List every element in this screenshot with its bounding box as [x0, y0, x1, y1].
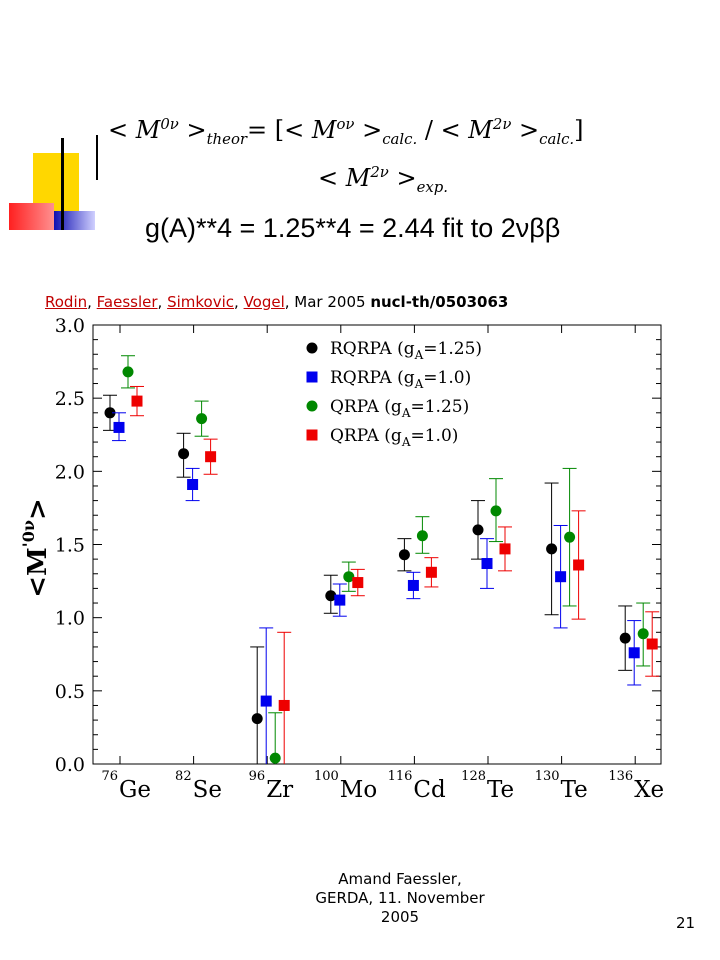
legend-label: RQRPA (gA=1.25) [330, 339, 482, 362]
data-point [187, 479, 199, 491]
data-point [278, 699, 290, 711]
series-layer [103, 355, 660, 764]
page-number: 21 [676, 914, 696, 932]
legend: RQRPA (gA=1.25) RQRPA (gA=1.0) QRPA (gA=1.… [306, 339, 482, 449]
data-point [416, 530, 428, 542]
x-tick-element: Mo [340, 777, 377, 803]
footer-credit: Amand Faessler, GERDA, 11. November 2005 [300, 870, 500, 927]
data-point [407, 579, 419, 591]
author-link-vogel[interactable]: Vogel [243, 293, 285, 311]
data-point [564, 531, 576, 543]
legend-marker [306, 342, 318, 354]
data-point [628, 647, 640, 659]
series-3 [130, 385, 660, 764]
x-tick-mass: 130 [535, 769, 560, 784]
data-point [490, 505, 502, 517]
y-tick-label: 1.5 [55, 535, 85, 557]
x-tick-element: Te [487, 777, 514, 803]
y-axis-label: <M'0ν> [19, 498, 53, 598]
deco-blue-bar [54, 211, 95, 230]
x-tick-mass: 128 [461, 769, 486, 784]
footer-line-2: GERDA, 11. November [315, 889, 485, 907]
x-tick-element: Zr [266, 777, 293, 803]
legend-label: QRPA (gA=1.0) [330, 426, 458, 449]
data-point [398, 549, 410, 561]
ga-fit-text: g(A)**4 = 1.25**4 = 2.44 fit to 2νββ [145, 213, 561, 243]
x-tick-mass: 76 [101, 769, 118, 784]
author-link-rodin[interactable]: Rodin [45, 293, 88, 311]
formula-line-2: < M2ν >exp. [318, 163, 449, 196]
citation-ref: nucl-th/0503063 [370, 293, 509, 311]
x-tick-element: Se [193, 777, 222, 803]
data-point [637, 628, 649, 640]
data-point [113, 421, 125, 433]
data-point [260, 695, 272, 707]
legend-marker [306, 400, 318, 412]
y-tick-label: 0.0 [55, 754, 85, 776]
y-tick-label: 1.0 [55, 608, 85, 630]
data-point [555, 571, 567, 583]
x-tick-element: Xe [634, 777, 664, 803]
author-citation: Rodin, Faessler, Simkovic, Vogel, Mar 20… [45, 293, 509, 311]
footer-line-3: 2005 [380, 908, 420, 926]
data-point [178, 448, 190, 460]
legend-marker [306, 371, 318, 383]
data-point [325, 590, 337, 602]
deco-vertical-line [61, 138, 64, 230]
data-point [646, 638, 658, 650]
data-point [499, 543, 511, 555]
series-2 [121, 355, 651, 764]
data-point [251, 713, 263, 725]
data-point [352, 577, 364, 589]
data-point [205, 451, 217, 463]
legend-label: RQRPA (gA=1.0) [330, 368, 471, 391]
footer-line-1: Amand Faessler, [338, 870, 462, 888]
citation-date: , Mar 2005 [284, 293, 371, 311]
data-point [546, 543, 558, 555]
data-point [343, 571, 355, 583]
y-tick-label: 0.5 [55, 681, 85, 703]
y-tick-label: 2.0 [55, 461, 85, 483]
x-tick-element: Te [561, 777, 588, 803]
legend-label: QRPA (gA=1.25) [330, 397, 469, 420]
data-point [131, 395, 143, 407]
data-point [334, 594, 346, 606]
x-tick-element: Ge [119, 777, 151, 803]
deco-vertical-line-right [96, 135, 98, 180]
y-tick-label: 3.0 [55, 315, 85, 337]
x-tick-element: Cd [413, 777, 446, 803]
data-point [481, 558, 493, 570]
y-axis: 0.0 0.5 1.0 1.5 2.0 2.5 3.0 [55, 315, 661, 776]
author-link-simkovic[interactable]: Simkovic [167, 293, 235, 311]
deco-red-bar [9, 203, 54, 230]
data-point [472, 524, 484, 536]
data-point [573, 559, 585, 571]
data-point [122, 366, 134, 378]
legend-marker [306, 429, 318, 441]
data-point [104, 407, 116, 419]
x-tick-mass: 136 [608, 769, 633, 784]
data-point [619, 632, 631, 644]
formula-line-1: < M0ν >theor= [< Moν >calc. / < M2ν >cal… [108, 115, 584, 148]
x-tick-mass: 116 [388, 769, 413, 784]
plot-frame [92, 324, 662, 765]
data-point [425, 566, 437, 578]
x-tick-mass: 100 [314, 769, 339, 784]
series-0 [103, 394, 633, 764]
author-link-faessler[interactable]: Faessler [96, 293, 158, 311]
data-point [269, 752, 281, 764]
y-tick-label: 2.5 [55, 388, 85, 410]
series-1 [112, 412, 642, 764]
x-tick-mass: 82 [175, 769, 192, 784]
data-point [196, 413, 208, 425]
x-tick-mass: 96 [249, 769, 266, 784]
